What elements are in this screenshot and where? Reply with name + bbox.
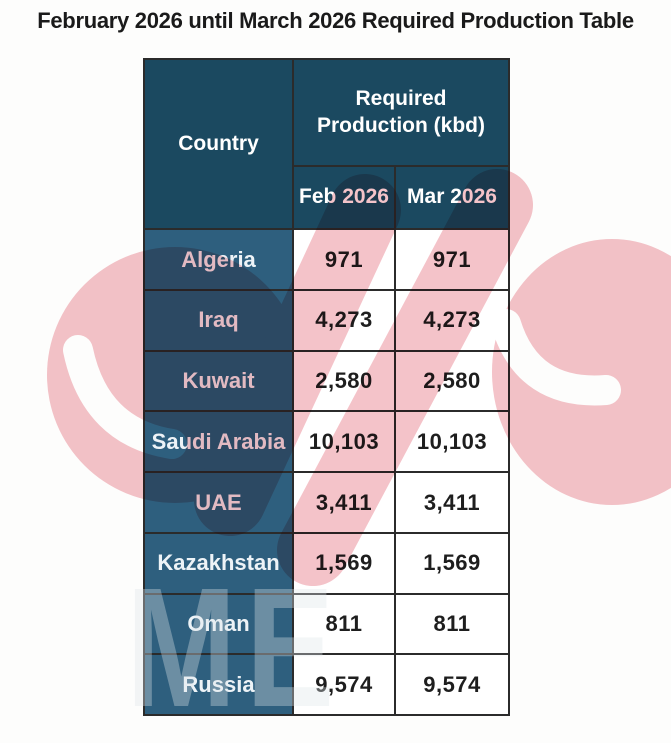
page-root: { "title": "February 2026 until March 20… <box>37 8 671 733</box>
watermark-circle-right <box>492 239 671 505</box>
production-table: Country Required Production (kbd) Feb 20… <box>143 58 510 716</box>
mar-value-cell: 1,569 <box>396 533 508 593</box>
feb-value-cell: 9,574 <box>294 655 394 714</box>
country-cell: Kuwait <box>145 351 292 411</box>
feb-value-cell: 1,569 <box>294 533 394 593</box>
country-cell: Algeria <box>145 230 292 289</box>
country-cell: UAE <box>145 473 292 532</box>
country-cell: Oman <box>145 594 292 654</box>
country-cell: Iraq <box>145 290 292 350</box>
feb-value-cell: 971 <box>294 230 394 289</box>
country-column-header: Country <box>145 60 292 228</box>
feb-value-cell: 2,580 <box>294 351 394 411</box>
country-cell: Kazakhstan <box>145 533 292 593</box>
country-cell: Saudi Arabia <box>145 412 292 471</box>
required-production-group-header: Required Production (kbd) <box>294 60 508 165</box>
mar-value-cell: 2,580 <box>396 351 508 411</box>
country-cell: Russia <box>145 655 292 714</box>
feb-value-cell: 10,103 <box>294 412 394 471</box>
page-title: February 2026 until March 2026 Required … <box>37 8 634 33</box>
mar-value-cell: 971 <box>396 230 508 289</box>
mar-value-cell: 9,574 <box>396 655 508 714</box>
feb-value-cell: 4,273 <box>294 290 394 350</box>
mar-value-cell: 4,273 <box>396 290 508 350</box>
feb-value-cell: 3,411 <box>294 473 394 532</box>
mar-value-cell: 3,411 <box>396 473 508 532</box>
mar-2026-column-header: Mar 2026 <box>396 167 508 228</box>
mar-value-cell: 811 <box>396 594 508 654</box>
feb-2026-column-header: Feb 2026 <box>294 167 394 228</box>
mar-value-cell: 10,103 <box>396 412 508 471</box>
feb-value-cell: 811 <box>294 594 394 654</box>
